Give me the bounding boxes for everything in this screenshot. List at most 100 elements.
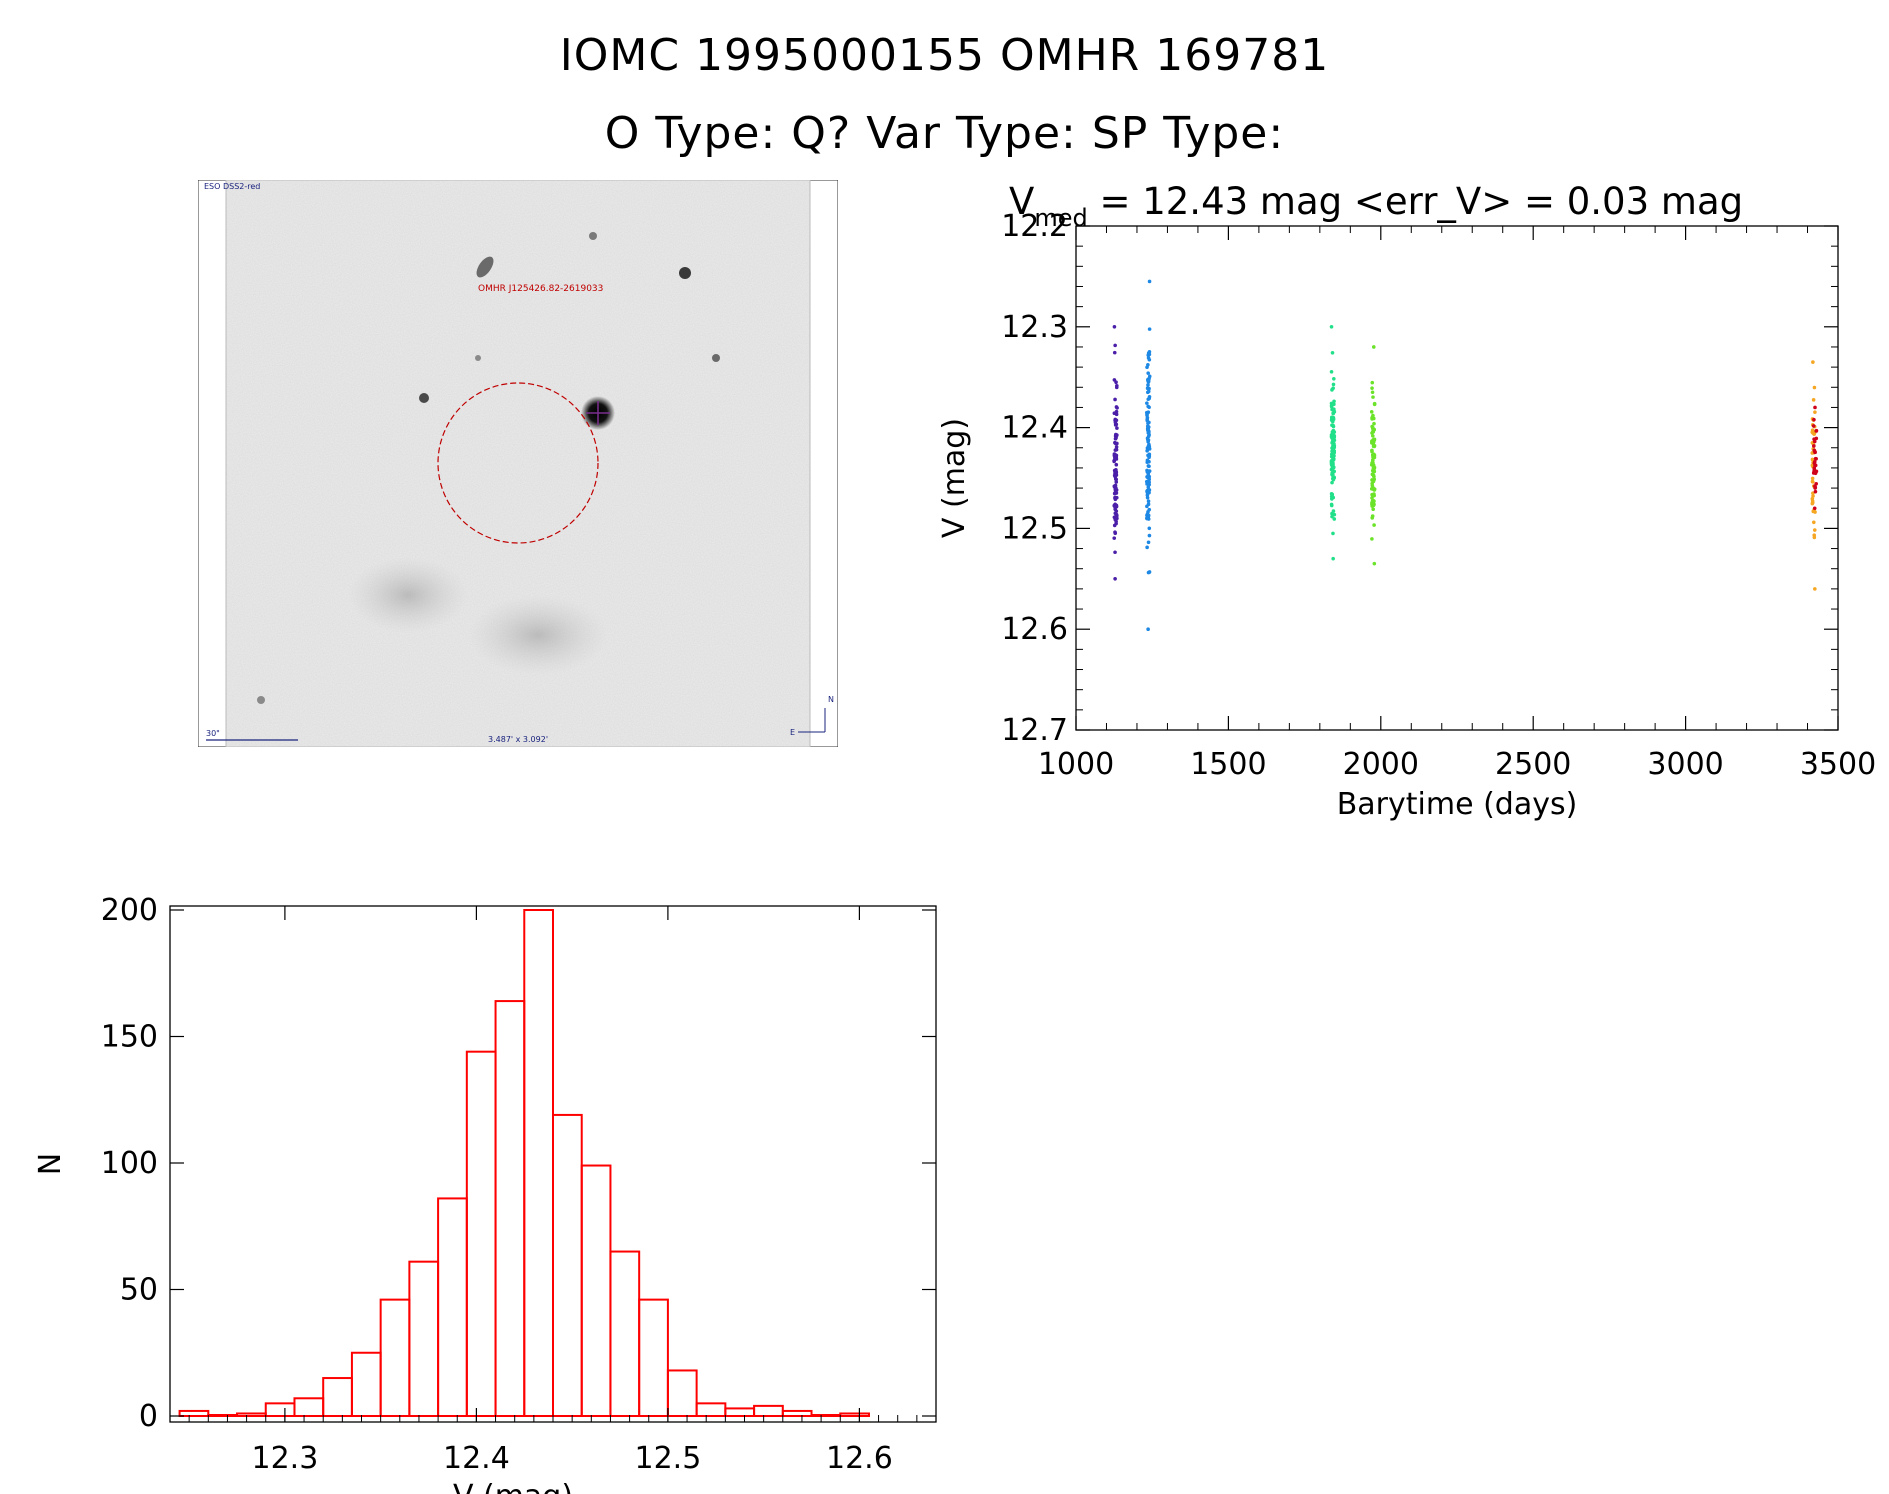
lc-y-tick-label: 12.7 bbox=[1001, 713, 1068, 748]
lc-point bbox=[1145, 436, 1150, 441]
lc-point bbox=[1329, 491, 1334, 496]
chart-title-types: O Type: Q? Var Type: SP Type: bbox=[604, 108, 1285, 159]
lc-point bbox=[1813, 410, 1817, 414]
lc-point bbox=[1115, 441, 1119, 446]
lc-point bbox=[1114, 495, 1119, 500]
lc-point bbox=[1810, 476, 1815, 481]
lc-point bbox=[1147, 480, 1151, 485]
lc-point bbox=[1329, 467, 1334, 472]
lc-point bbox=[1370, 496, 1374, 500]
histogram-bar bbox=[638, 1298, 669, 1417]
lc-point bbox=[1332, 376, 1336, 381]
lc-point bbox=[1812, 460, 1817, 464]
lc-point bbox=[1331, 495, 1336, 500]
lc-point bbox=[1812, 506, 1817, 511]
lc-point bbox=[1371, 458, 1375, 462]
lc-point bbox=[1812, 520, 1816, 525]
lc-point bbox=[1371, 467, 1376, 471]
lc-point bbox=[1331, 452, 1335, 457]
object-label: OMHR J125426.82-2619033 bbox=[478, 284, 603, 294]
lc-point bbox=[1113, 507, 1117, 511]
scale-label: 30" bbox=[206, 729, 220, 738]
lc-point bbox=[1812, 533, 1817, 537]
field-star bbox=[475, 355, 481, 361]
lc-point bbox=[1145, 489, 1149, 494]
lc-point bbox=[1370, 415, 1374, 420]
lc-point bbox=[1114, 512, 1119, 517]
lc-point bbox=[1147, 455, 1151, 460]
histogram-bar bbox=[178, 1409, 210, 1418]
lc-point bbox=[1147, 459, 1151, 464]
lc-point bbox=[1112, 536, 1117, 540]
histogram-bar bbox=[753, 1404, 784, 1418]
histogram-bar bbox=[207, 1414, 239, 1417]
lc-point bbox=[1370, 380, 1375, 385]
lc-point bbox=[1332, 407, 1336, 411]
lc-point bbox=[1147, 327, 1152, 331]
lc-point bbox=[1330, 480, 1334, 485]
lc-point bbox=[1112, 453, 1117, 458]
hist-y-tick-label: 0 bbox=[139, 1399, 158, 1434]
lc-point bbox=[1331, 556, 1335, 561]
lc-point bbox=[1147, 475, 1151, 479]
lc-point bbox=[1330, 350, 1335, 355]
lc-title-rest: = 12.43 mag <err_V> = 0.03 mag bbox=[1088, 180, 1743, 223]
histogram-bar bbox=[609, 1250, 641, 1417]
lc-point bbox=[1146, 502, 1151, 507]
lc-point bbox=[1371, 345, 1376, 349]
diffuse-glow-2 bbox=[468, 595, 608, 675]
lc-point bbox=[1813, 405, 1817, 410]
lc-point bbox=[1146, 540, 1151, 545]
histogram-bar bbox=[523, 909, 554, 1417]
histogram-bar bbox=[236, 1412, 267, 1417]
lc-point bbox=[1811, 398, 1816, 402]
diffuse-glow bbox=[348, 557, 468, 633]
finder-chart: ESO DSS2-red OMHR J125426.82-2619033 30"… bbox=[198, 180, 838, 747]
lc-point bbox=[1145, 427, 1150, 431]
lc-point bbox=[1146, 627, 1150, 631]
lc-point bbox=[1811, 424, 1816, 428]
lc-point bbox=[1371, 507, 1375, 512]
lc-point bbox=[1812, 466, 1817, 470]
lc-point bbox=[1812, 528, 1817, 532]
size-label: 3.487' x 3.092' bbox=[488, 735, 548, 744]
lc-point bbox=[1147, 396, 1152, 401]
histogram-bar bbox=[465, 1050, 497, 1417]
lc-point bbox=[1114, 385, 1119, 390]
histogram-bar bbox=[695, 1402, 727, 1417]
lc-point bbox=[1332, 512, 1337, 517]
field-star bbox=[679, 267, 691, 279]
histogram-bars bbox=[178, 909, 870, 1418]
lc-point bbox=[1146, 464, 1151, 468]
east-label: E bbox=[790, 728, 795, 737]
lc-point bbox=[1371, 395, 1375, 399]
field-star bbox=[712, 354, 720, 362]
hist-x-tick-label: 12.6 bbox=[826, 1441, 893, 1476]
lc-point bbox=[1113, 550, 1117, 555]
survey-label: ESO DSS2-red bbox=[204, 182, 260, 191]
lc-point bbox=[1145, 545, 1149, 550]
lc-point bbox=[1331, 386, 1335, 390]
lc-point bbox=[1145, 412, 1149, 417]
histogram-y-label: N bbox=[33, 1153, 68, 1175]
lc-point bbox=[1147, 279, 1152, 284]
lc-point bbox=[1810, 479, 1815, 484]
lc-point bbox=[1371, 434, 1375, 438]
light-curve-x-ticks: 1000 1500 2000 2500 3000 3500 bbox=[1038, 226, 1876, 782]
histogram-bar bbox=[810, 1414, 842, 1417]
lc-point bbox=[1372, 487, 1377, 491]
lc-point bbox=[1372, 402, 1377, 407]
lc-point bbox=[1114, 462, 1119, 467]
lc-point bbox=[1370, 537, 1374, 541]
lc-point bbox=[1145, 415, 1150, 420]
lc-point bbox=[1329, 418, 1334, 422]
lc-point bbox=[1372, 427, 1376, 432]
lc-y-tick-label: 12.3 bbox=[1001, 310, 1068, 345]
lc-x-tick-label: 1000 bbox=[1038, 747, 1114, 782]
lc-point bbox=[1331, 438, 1336, 442]
lc-y-tick-label: 12.2 bbox=[1001, 209, 1068, 244]
lc-point bbox=[1371, 473, 1376, 478]
lc-point bbox=[1330, 464, 1335, 468]
lc-point bbox=[1332, 469, 1337, 474]
lc-point bbox=[1145, 386, 1150, 390]
